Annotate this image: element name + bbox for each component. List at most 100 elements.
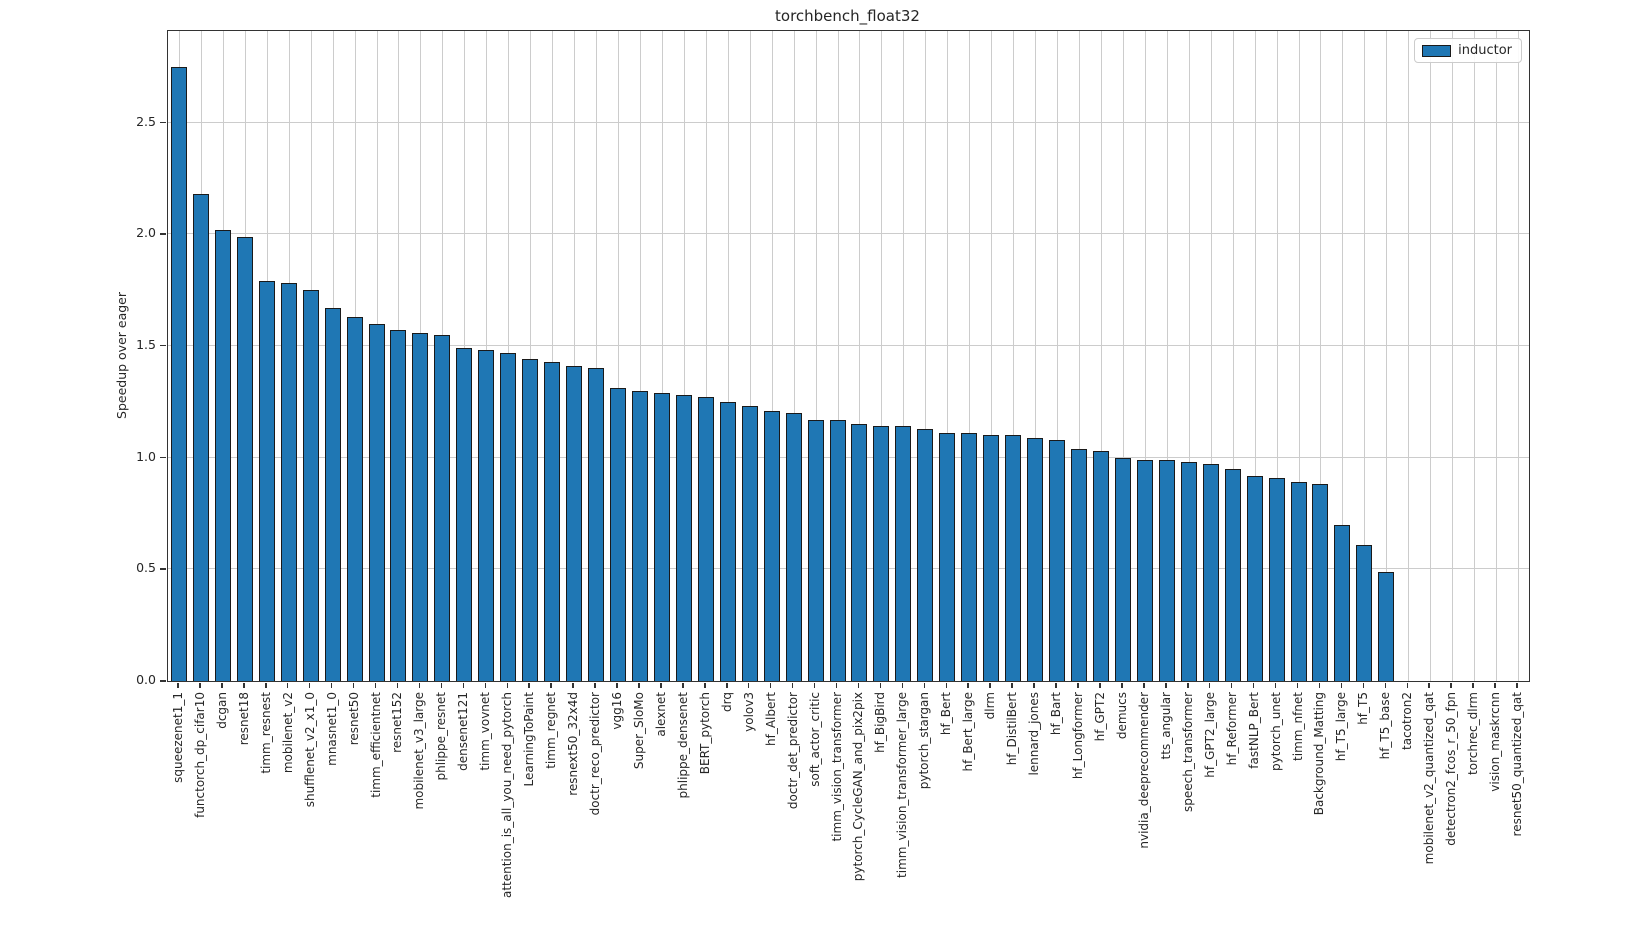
- x-tick-label: Super_SloMo: [631, 692, 646, 770]
- gridline-v: [1035, 31, 1037, 681]
- gridline-v: [1408, 31, 1410, 681]
- y-tick-label: 0.0: [136, 672, 156, 687]
- bar-hf_T5: [1356, 544, 1373, 681]
- bar-densenet121: [456, 348, 473, 681]
- x-tick-label: mobilenet_v2_quantized_qat: [1422, 692, 1437, 865]
- gridline-v: [1276, 31, 1278, 681]
- x-tick-label: attention_is_all_you_need_pytorch: [500, 692, 515, 899]
- legend-swatch-icon: [1422, 44, 1452, 57]
- x-tick-label: timm_efficientnet: [368, 692, 383, 798]
- x-tick-label: squeezenet1_1: [170, 692, 185, 783]
- bar-BERT_pytorch: [697, 397, 714, 681]
- x-tick-mark: [747, 683, 750, 688]
- gridline-v: [1342, 31, 1344, 681]
- x-tick-mark: [484, 683, 487, 688]
- bar-timm_vovnet: [478, 350, 495, 681]
- bar-nvidia_deeprecommender: [1136, 459, 1153, 681]
- x-tick-mark: [835, 683, 838, 688]
- bar-functorch_dp_cifar10: [192, 194, 209, 681]
- x-tick-label: pytorch_CycleGAN_and_pix2pix: [851, 692, 866, 882]
- gridline-v: [1100, 31, 1102, 681]
- y-tick-label: 1.0: [136, 448, 156, 464]
- x-tick-mark: [989, 683, 991, 688]
- gridline-v: [683, 31, 685, 681]
- gridline-v: [991, 31, 993, 681]
- x-tick-mark: [923, 683, 926, 688]
- x-tick-label: pytorch_stargan: [917, 692, 932, 790]
- gridline-v: [705, 31, 707, 681]
- y-tick-mark: [160, 233, 166, 235]
- y-tick-label: 1.5: [136, 336, 156, 352]
- x-tick-mark: [1362, 683, 1365, 688]
- x-tick-label: timm_vovnet: [478, 692, 493, 771]
- bar-Background_Matting: [1312, 484, 1329, 681]
- x-tick-mark: [1406, 683, 1409, 688]
- gridline-v: [1320, 31, 1322, 681]
- gridline-v: [1386, 31, 1388, 681]
- gridline-v: [1232, 31, 1234, 681]
- gridline-v: [1166, 31, 1168, 681]
- x-tick-label: hf_Bert: [939, 692, 954, 736]
- x-tick-mark: [1450, 683, 1452, 688]
- gridline-v: [552, 31, 554, 681]
- x-tick-label: drq: [719, 692, 734, 712]
- bar-lennard_jones: [1027, 437, 1044, 681]
- x-tick-label: doctr_reco_predictor: [588, 692, 603, 816]
- x-tick-mark: [177, 683, 179, 688]
- x-tick-mark: [418, 683, 421, 688]
- bar-fastNLP_Bert: [1246, 475, 1263, 681]
- gridline-h: [168, 456, 1529, 458]
- x-tick-mark: [1274, 683, 1277, 688]
- gridline-v: [1144, 31, 1146, 681]
- bar-hf_Bert: [939, 433, 956, 681]
- x-tick-label: shufflenet_v2_x1_0: [302, 692, 317, 808]
- bar-timm_resnest: [258, 281, 275, 681]
- bar-demucs: [1114, 457, 1131, 681]
- gridline-h: [168, 233, 1529, 235]
- bar-hf_GPT2_large: [1202, 464, 1219, 681]
- gridline-v: [639, 31, 641, 681]
- x-tick-mark: [813, 683, 816, 688]
- x-tick-label: fastNLP_Bert: [1246, 692, 1261, 769]
- y-axis-label: Speedup over eager: [113, 291, 129, 419]
- x-tick-mark: [616, 683, 618, 688]
- gridline-v: [1452, 31, 1454, 681]
- x-tick-label: timm_nfnet: [1290, 692, 1305, 761]
- x-tick-label: vision_maskrcnn: [1488, 692, 1503, 792]
- x-tick-mark: [221, 683, 223, 688]
- x-tick-mark: [308, 683, 311, 688]
- x-tick-label: soft_actor_critic: [807, 692, 822, 787]
- gridline-v: [618, 31, 619, 681]
- x-tick-mark: [572, 683, 574, 688]
- x-tick-label: hf_DistilBert: [1005, 692, 1020, 766]
- x-tick-mark: [1252, 683, 1255, 688]
- x-tick-mark: [901, 683, 904, 688]
- x-tick-label: detectron2_fcos_r_50_fpn: [1444, 692, 1459, 846]
- bar-hf_T5_large: [1334, 524, 1351, 681]
- y-tick-mark: [160, 344, 166, 347]
- bar-doctr_reco_predictor: [588, 368, 605, 681]
- x-tick-mark: [286, 683, 289, 688]
- gridline-v: [1057, 31, 1059, 681]
- plot-area: inductor: [167, 30, 1530, 682]
- bar-resnext50_32x4d: [566, 366, 583, 681]
- bar-resnet50: [346, 316, 363, 681]
- x-tick-mark: [1472, 683, 1474, 688]
- gridline-h: [168, 568, 1529, 570]
- x-tick-label: phlippe_densenet: [675, 692, 690, 799]
- x-tick-mark: [1055, 683, 1057, 688]
- x-tick-mark: [726, 683, 728, 688]
- bar-hf_Reformer: [1224, 468, 1241, 681]
- x-tick-label: vgg16: [610, 692, 624, 730]
- bar-hf_Longformer: [1070, 448, 1087, 681]
- gridline-v: [771, 31, 773, 681]
- bar-doctr_det_predictor: [785, 412, 802, 681]
- x-tick-mark: [1318, 683, 1321, 688]
- x-tick-mark: [1121, 683, 1123, 688]
- legend: inductor: [1414, 38, 1522, 63]
- gridline-v: [1254, 31, 1256, 681]
- x-tick-label: tacotron2: [1400, 692, 1415, 750]
- x-tick-mark: [330, 683, 333, 688]
- x-tick-mark: [550, 683, 552, 688]
- x-tick-mark: [528, 683, 530, 688]
